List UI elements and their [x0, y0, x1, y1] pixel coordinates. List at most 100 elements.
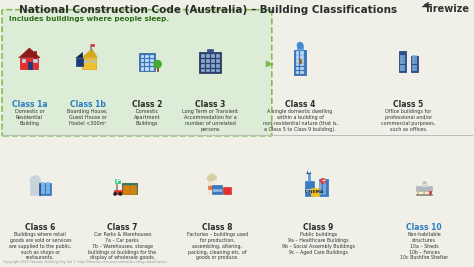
FancyBboxPatch shape: [208, 180, 211, 185]
Text: CINEMA: CINEMA: [305, 190, 324, 194]
FancyBboxPatch shape: [319, 180, 321, 183]
Text: Class 8: Class 8: [202, 223, 232, 232]
FancyBboxPatch shape: [208, 185, 211, 189]
FancyBboxPatch shape: [412, 65, 414, 67]
FancyBboxPatch shape: [301, 67, 302, 69]
FancyBboxPatch shape: [415, 58, 417, 60]
FancyBboxPatch shape: [201, 54, 204, 57]
FancyBboxPatch shape: [41, 182, 44, 184]
Text: Class 4: Class 4: [285, 100, 315, 109]
FancyBboxPatch shape: [39, 183, 40, 195]
Circle shape: [209, 174, 214, 180]
FancyBboxPatch shape: [211, 54, 214, 57]
FancyBboxPatch shape: [30, 181, 40, 195]
FancyBboxPatch shape: [146, 63, 148, 65]
FancyBboxPatch shape: [150, 59, 153, 61]
FancyBboxPatch shape: [411, 56, 418, 72]
FancyBboxPatch shape: [412, 61, 414, 64]
Polygon shape: [422, 3, 427, 7]
Text: Domestic or
Residential
Building: Domestic or Residential Building: [15, 109, 44, 126]
FancyBboxPatch shape: [212, 185, 222, 194]
FancyBboxPatch shape: [211, 69, 214, 71]
FancyBboxPatch shape: [415, 55, 417, 57]
FancyBboxPatch shape: [412, 68, 414, 70]
FancyBboxPatch shape: [114, 190, 122, 194]
FancyBboxPatch shape: [223, 187, 230, 194]
FancyBboxPatch shape: [309, 189, 310, 192]
Text: Class 1a: Class 1a: [11, 100, 47, 109]
FancyBboxPatch shape: [41, 190, 44, 193]
FancyBboxPatch shape: [412, 55, 414, 57]
FancyBboxPatch shape: [150, 67, 153, 69]
FancyBboxPatch shape: [141, 67, 143, 69]
FancyBboxPatch shape: [201, 69, 204, 71]
FancyBboxPatch shape: [130, 185, 136, 194]
FancyBboxPatch shape: [141, 63, 143, 65]
Text: Class 2: Class 2: [132, 100, 162, 109]
Circle shape: [114, 193, 116, 195]
Polygon shape: [76, 52, 83, 58]
FancyBboxPatch shape: [157, 65, 158, 71]
FancyBboxPatch shape: [146, 55, 148, 57]
FancyBboxPatch shape: [415, 65, 417, 67]
Text: Public buildings
9a – Healthcare Buildings
9b – Social Assembly Buildings
9c – A: Public buildings 9a – Healthcare Buildin…: [282, 232, 355, 255]
FancyBboxPatch shape: [76, 58, 83, 66]
FancyBboxPatch shape: [296, 70, 298, 73]
FancyBboxPatch shape: [415, 61, 417, 64]
FancyBboxPatch shape: [308, 174, 310, 181]
FancyBboxPatch shape: [146, 67, 148, 69]
FancyBboxPatch shape: [216, 64, 219, 66]
Text: Class 1b: Class 1b: [70, 100, 106, 109]
FancyBboxPatch shape: [412, 58, 414, 60]
FancyBboxPatch shape: [403, 68, 404, 70]
Circle shape: [321, 179, 325, 183]
FancyBboxPatch shape: [91, 44, 94, 46]
FancyBboxPatch shape: [216, 69, 219, 71]
FancyBboxPatch shape: [319, 192, 321, 194]
Text: Class 5: Class 5: [393, 100, 424, 109]
FancyBboxPatch shape: [319, 179, 328, 196]
FancyBboxPatch shape: [206, 54, 209, 57]
FancyBboxPatch shape: [301, 70, 302, 73]
FancyBboxPatch shape: [323, 184, 325, 187]
FancyBboxPatch shape: [139, 53, 155, 71]
FancyBboxPatch shape: [400, 65, 401, 67]
FancyBboxPatch shape: [206, 69, 209, 71]
FancyBboxPatch shape: [216, 54, 219, 57]
FancyBboxPatch shape: [116, 179, 120, 183]
FancyBboxPatch shape: [403, 61, 404, 64]
Circle shape: [30, 176, 40, 186]
FancyBboxPatch shape: [423, 191, 424, 195]
Text: Domestic
Apartment
Buildings: Domestic Apartment Buildings: [134, 109, 160, 126]
Text: Non-habitable
structures
10a – Sheds
10b – Fences
10c Bushfire Shelter: Non-habitable structures 10a – Sheds 10b…: [400, 232, 448, 261]
FancyBboxPatch shape: [216, 189, 218, 191]
Text: Factories – buildings used
for production,
assembling, altering,
packing, cleani: Factories – buildings used for productio…: [187, 232, 247, 261]
Text: Class 7: Class 7: [107, 223, 137, 232]
Polygon shape: [82, 49, 98, 58]
FancyBboxPatch shape: [219, 189, 221, 191]
FancyBboxPatch shape: [323, 180, 325, 183]
FancyBboxPatch shape: [299, 59, 301, 63]
FancyBboxPatch shape: [429, 191, 430, 195]
Text: +: +: [320, 178, 326, 184]
FancyBboxPatch shape: [116, 182, 117, 194]
Text: Buildings where retail
goods are sold or services
are supplied to the public,
su: Buildings where retail goods are sold or…: [9, 232, 72, 261]
Circle shape: [119, 193, 121, 195]
FancyBboxPatch shape: [27, 62, 32, 69]
Polygon shape: [307, 169, 311, 174]
FancyBboxPatch shape: [319, 188, 321, 191]
FancyBboxPatch shape: [33, 59, 37, 62]
FancyBboxPatch shape: [294, 50, 306, 75]
FancyBboxPatch shape: [46, 190, 49, 193]
FancyBboxPatch shape: [46, 182, 49, 184]
FancyBboxPatch shape: [207, 49, 213, 52]
FancyBboxPatch shape: [400, 58, 401, 60]
FancyBboxPatch shape: [41, 186, 44, 189]
FancyBboxPatch shape: [82, 58, 96, 69]
FancyBboxPatch shape: [399, 51, 406, 72]
FancyBboxPatch shape: [213, 189, 215, 191]
FancyBboxPatch shape: [400, 68, 401, 70]
FancyBboxPatch shape: [84, 60, 87, 62]
FancyBboxPatch shape: [323, 188, 325, 191]
FancyBboxPatch shape: [296, 51, 298, 54]
